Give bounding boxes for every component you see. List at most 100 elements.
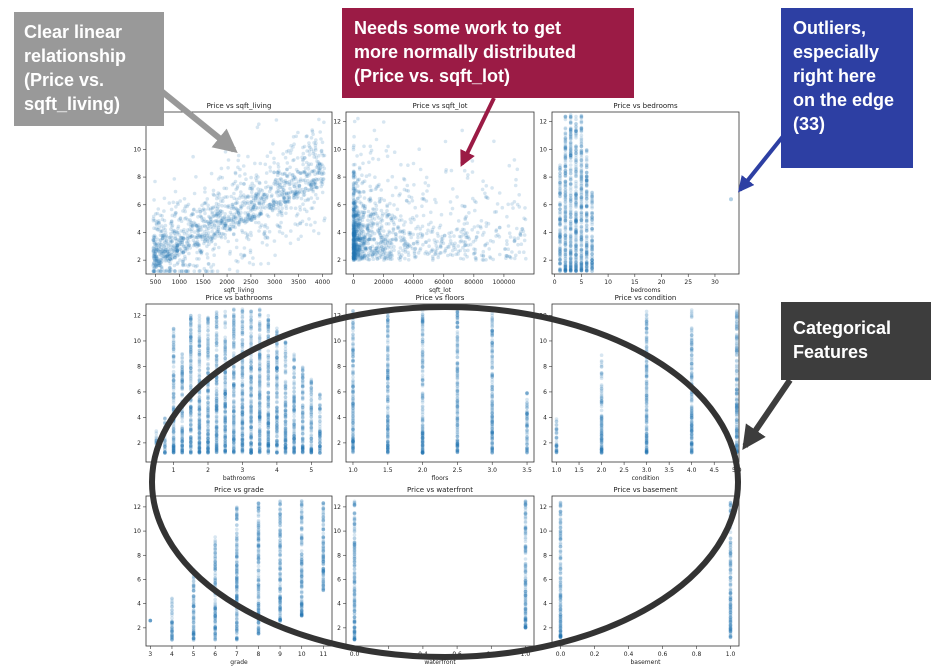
data-point: [574, 200, 578, 205]
data-point: [225, 228, 229, 232]
data-point: [182, 206, 187, 211]
data-point: [380, 247, 385, 252]
data-point: [579, 161, 584, 165]
data-point: [506, 202, 511, 207]
data-point: [199, 228, 204, 232]
data-point: [373, 175, 377, 179]
data-point: [197, 414, 202, 418]
data-point: [563, 146, 568, 151]
data-point: [271, 199, 275, 203]
data-point: [406, 163, 410, 167]
data-point: [568, 244, 573, 248]
data-point: [229, 226, 233, 231]
data-point: [232, 191, 236, 196]
data-point: [153, 250, 158, 255]
data-point: [351, 181, 356, 186]
data-point: [287, 191, 291, 196]
data-point: [352, 119, 357, 124]
data-point: [197, 377, 202, 382]
data-point: [414, 214, 419, 218]
data-point: [214, 379, 219, 383]
data-point: [413, 205, 418, 210]
data-point: [269, 186, 273, 191]
data-point: [177, 252, 181, 257]
data-point: [186, 243, 191, 247]
data-point: [302, 207, 307, 212]
data-point: [579, 231, 584, 236]
data-point: [157, 250, 162, 254]
data-point: [253, 216, 257, 220]
data-point: [250, 218, 254, 222]
data-point: [204, 200, 208, 205]
data-point: [584, 149, 589, 153]
data-point: [474, 258, 478, 262]
data-point: [245, 201, 250, 206]
data-point: [379, 208, 384, 213]
data-point: [229, 194, 233, 199]
data-point: [285, 173, 289, 178]
data-point: [171, 426, 176, 431]
data-point: [156, 219, 161, 223]
data-point: [206, 235, 211, 240]
data-point: [574, 191, 578, 196]
data-point: [411, 241, 416, 246]
data-point: [179, 219, 184, 223]
data-point: [319, 177, 323, 181]
data-point: [322, 166, 327, 171]
data-point: [262, 231, 267, 235]
data-point: [579, 139, 584, 144]
data-point: [152, 233, 157, 238]
data-point: [288, 151, 293, 155]
data-point: [183, 216, 187, 221]
data-point: [579, 224, 584, 229]
data-point: [568, 196, 573, 200]
data-point: [278, 171, 282, 176]
data-point: [232, 393, 236, 398]
data-point: [155, 227, 160, 232]
data-point: [153, 255, 157, 259]
data-point: [402, 187, 407, 192]
data-point: [232, 416, 236, 420]
data-point: [195, 233, 200, 238]
data-point: [292, 192, 297, 197]
data-point: [209, 269, 214, 274]
data-point: [208, 208, 213, 212]
data-point: [298, 221, 302, 225]
data-point: [390, 174, 395, 179]
data-point: [230, 219, 235, 223]
data-point: [568, 159, 573, 163]
data-point: [189, 213, 193, 218]
data-point: [384, 222, 389, 226]
data-point: [568, 153, 573, 158]
data-point: [433, 197, 437, 202]
data-point: [579, 153, 584, 157]
data-point: [212, 233, 216, 237]
data-point: [159, 251, 164, 256]
data-point: [267, 202, 271, 207]
data-point: [279, 211, 284, 216]
data-point: [574, 151, 578, 155]
data-point: [296, 237, 301, 241]
data-point: [233, 222, 237, 226]
data-point: [207, 234, 211, 238]
data-point: [215, 193, 219, 198]
data-point: [413, 255, 417, 260]
data-point: [456, 219, 461, 223]
data-point: [167, 235, 172, 240]
data-point: [214, 337, 219, 342]
data-point: [301, 193, 306, 197]
data-point: [574, 128, 578, 133]
data-point: [243, 196, 248, 200]
data-point: [196, 243, 201, 248]
data-point: [359, 201, 364, 206]
data-point: [273, 179, 277, 184]
data-point: [558, 244, 562, 249]
data-point: [257, 213, 262, 218]
data-point: [314, 185, 319, 190]
data-point: [476, 230, 480, 235]
data-point: [243, 201, 248, 205]
data-point: [299, 196, 304, 201]
data-point: [151, 234, 156, 239]
data-point: [198, 209, 203, 214]
